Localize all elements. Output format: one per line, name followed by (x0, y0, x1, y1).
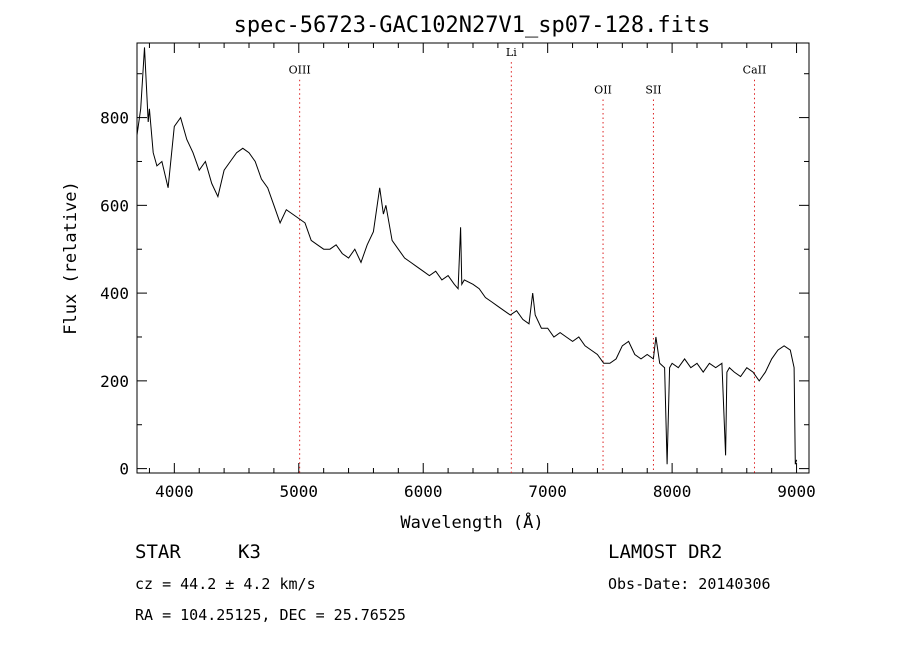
cz-text: cz = 44.2 ± 4.2 km/s (135, 575, 316, 593)
x-tick-label: 5000 (280, 482, 319, 501)
y-axis-label: Flux (relative) (61, 181, 81, 335)
x-tick-label: 7000 (528, 482, 567, 501)
chart-title: spec-56723-GAC102N27V1_sp07-128.fits (234, 13, 711, 38)
x-tick-label: 9000 (777, 482, 816, 501)
y-tick-label: 0 (119, 460, 129, 479)
y-tick-label: 800 (100, 109, 129, 128)
x-axis-label: Wavelength (Å) (400, 511, 543, 533)
plot-area: 4000 5000 6000 7000 8000 9000 0 200 400 600 800 O… (100, 42, 816, 501)
line-markers: OIII Li OII SII CaII (289, 46, 767, 473)
object-subclass: K3 (238, 541, 261, 563)
footer-info: STAR K3 LAMOST DR2 cz = 44.2 ± 4.2 km/s … (135, 541, 771, 624)
marker-label-sii: SII (645, 83, 661, 96)
x-tick-label: 4000 (155, 482, 194, 501)
x-tick-label: 8000 (653, 482, 692, 501)
object-class: STAR (135, 541, 181, 563)
y-tick-label: 400 (100, 284, 129, 303)
plot-frame (136, 42, 810, 474)
spectrum-series-line (136, 47, 798, 465)
marker-label-oiii: OIII (289, 64, 311, 77)
y-tick-label: 200 (100, 372, 129, 391)
marker-label-caii: CaII (743, 64, 767, 77)
x-tick-label: 6000 (404, 482, 443, 501)
marker-label-li: Li (506, 46, 517, 59)
x-axis-ticks: 4000 5000 6000 7000 8000 9000 (148, 43, 816, 501)
obs-date-text: Obs-Date: 20140306 (608, 575, 771, 593)
marker-label-oii: OII (594, 83, 612, 96)
y-axis-ticks: 0 200 400 600 800 (100, 73, 809, 479)
survey-label: LAMOST DR2 (608, 541, 722, 563)
y-tick-label: 600 (100, 196, 129, 215)
coords-text: RA = 104.25125, DEC = 25.76525 (135, 606, 406, 624)
